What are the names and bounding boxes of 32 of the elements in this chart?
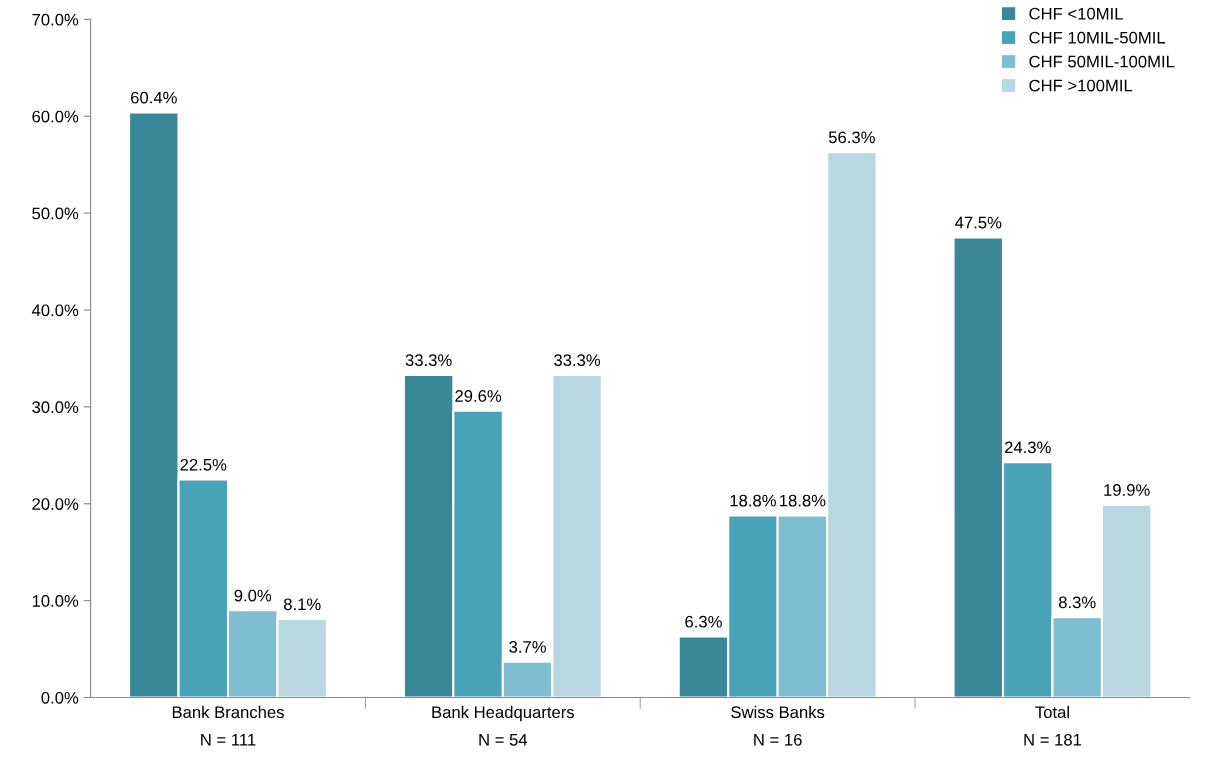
y-tick-label: 60.0% — [32, 110, 79, 123]
y-tick-label: 70.0% — [32, 13, 79, 26]
y-tick-label: 20.0% — [32, 498, 79, 510]
legend-label: CHF >100MIL — [1029, 79, 1133, 92]
data-label: 47.5% — [955, 216, 1002, 229]
data-label: 18.8% — [780, 494, 826, 507]
data-label: 29.6% — [455, 390, 502, 402]
data-label: 56.3% — [828, 131, 875, 144]
y-tick-label: 30.0% — [32, 401, 79, 414]
data-label: 8.3% — [1058, 596, 1096, 609]
x-tick-label: Total N = 181 — [1024, 705, 1082, 746]
data-label: 33.3% — [405, 354, 452, 367]
y-tick-label: 50.0% — [32, 207, 79, 220]
legend-label: CHF 10MIL-50MIL — [1029, 31, 1166, 44]
data-label: 18.8% — [730, 494, 776, 507]
legend-label: CHF <10MIL — [1029, 7, 1123, 20]
x-tick-label: Bank Headquarters N = 54 — [432, 705, 575, 746]
data-label: 8.1% — [283, 598, 321, 611]
data-label: 19.9% — [1104, 484, 1150, 496]
data-label: 33.3% — [554, 354, 601, 367]
data-label: 24.3% — [1004, 441, 1051, 454]
x-tick-label: Bank Branches N = 111 — [172, 705, 284, 746]
y-tick-label: 10.0% — [32, 595, 79, 607]
data-label: 60.4% — [131, 91, 177, 104]
legend-label: CHF 50MIL-100MIL — [1029, 55, 1175, 68]
data-label: 22.5% — [180, 458, 227, 471]
data-label: 9.0% — [234, 589, 272, 602]
x-tick-label: Swiss Banks N = 16 — [731, 705, 825, 746]
data-label: 3.7% — [509, 641, 546, 653]
data-label: 6.3% — [685, 615, 722, 628]
y-tick-label: 40.0% — [31, 304, 79, 317]
y-tick-label: 0.0% — [41, 691, 79, 704]
